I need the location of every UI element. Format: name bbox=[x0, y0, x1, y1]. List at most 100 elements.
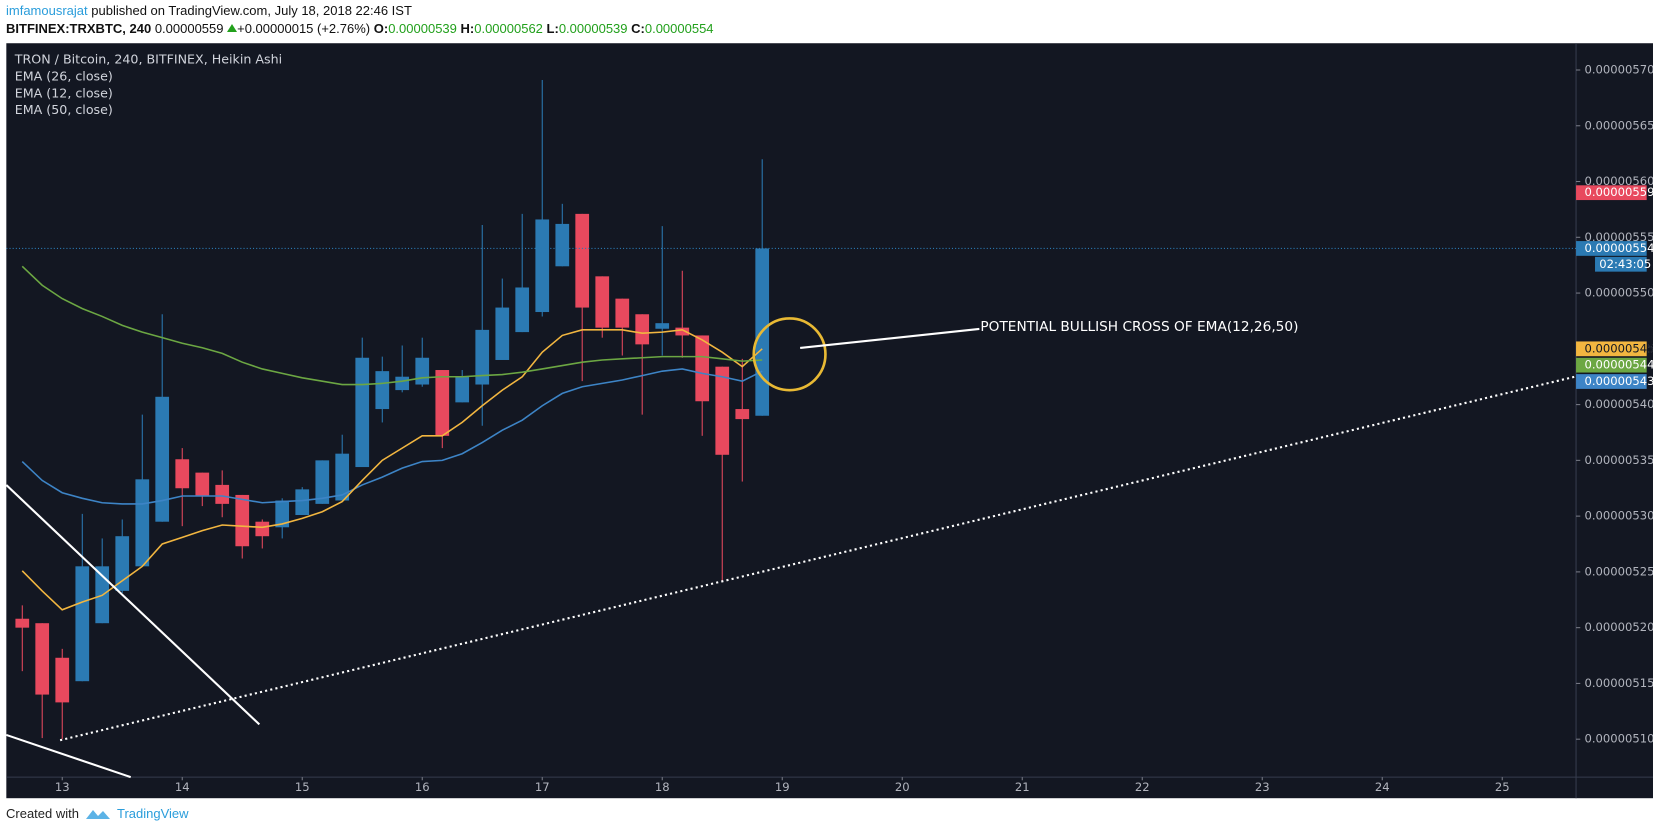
up-arrow bbox=[227, 24, 238, 32]
trend-line bbox=[5, 484, 261, 726]
candle-body bbox=[555, 223, 570, 267]
y-tick-label: 0.00000535 bbox=[1584, 453, 1653, 467]
candle-body bbox=[475, 329, 490, 385]
price-label: 0.00000545 bbox=[1584, 341, 1653, 355]
candle-body bbox=[635, 314, 650, 345]
legend-entry: EMA (12, close) bbox=[15, 85, 113, 100]
candle-body bbox=[415, 357, 430, 385]
x-tick-label: 16 bbox=[415, 780, 430, 794]
logo bbox=[85, 809, 110, 819]
candle-body bbox=[675, 327, 690, 336]
footer: Created with TradingView bbox=[6, 806, 189, 821]
last-price: 0.00000559 bbox=[154, 21, 224, 36]
x-tick-label: 15 bbox=[295, 780, 310, 794]
chart-background bbox=[6, 43, 1653, 799]
drawings: POTENTIAL BULLISH CROSS OF EMA(12,26,50) bbox=[5, 317, 1577, 779]
x-tick-label: 19 bbox=[775, 780, 790, 794]
candle-body bbox=[375, 371, 390, 410]
candle-body bbox=[495, 307, 510, 360]
price-label-bg bbox=[1576, 341, 1647, 357]
price-label-bg bbox=[1576, 185, 1647, 201]
price-label-bg bbox=[1576, 374, 1647, 389]
change: +0.00000015 (+2.76%) bbox=[237, 21, 371, 36]
x-tick-label: 21 bbox=[1015, 780, 1030, 794]
candle-body bbox=[75, 566, 90, 682]
symbol-line: BITFINEX:TRXBTC, 240 0.00000559 +0.00000… bbox=[6, 21, 714, 36]
y-tick-label: 0.00000550 bbox=[1584, 286, 1653, 300]
ohlc-label: C: bbox=[631, 21, 645, 36]
price-label: 0.00000554 bbox=[1584, 241, 1653, 255]
countdown-bg bbox=[1595, 256, 1647, 272]
x-tick-label: 17 bbox=[535, 780, 550, 794]
callout-line bbox=[800, 327, 980, 350]
created-with: Created with bbox=[6, 806, 79, 821]
candle-body bbox=[735, 409, 750, 420]
price-label: 0.00000559 bbox=[1584, 185, 1653, 199]
candle-body bbox=[695, 335, 710, 402]
candle-body bbox=[235, 494, 250, 547]
x-tick-label: 20 bbox=[895, 780, 910, 794]
candle-body bbox=[255, 521, 270, 537]
price-label: 0.00000544 bbox=[1584, 358, 1653, 372]
candle-body bbox=[195, 472, 210, 497]
candle-body bbox=[15, 618, 30, 628]
y-tick-label: 0.00000510 bbox=[1584, 732, 1653, 746]
candle-body bbox=[715, 366, 730, 455]
annotation: POTENTIAL BULLISH CROSS OF EMA(12,26,50) bbox=[980, 319, 1298, 335]
candle-body bbox=[35, 623, 50, 695]
brand: TradingView bbox=[116, 806, 189, 821]
x-tick-label: 24 bbox=[1375, 780, 1390, 794]
candle-body bbox=[135, 479, 150, 567]
candle-body bbox=[115, 536, 130, 591]
candle-body bbox=[175, 459, 190, 489]
support-line bbox=[59, 375, 1577, 742]
x-tick-label: 22 bbox=[1135, 780, 1150, 794]
candle-body bbox=[535, 219, 550, 313]
y-tick-label: 0.00000540 bbox=[1584, 397, 1653, 411]
candle-body bbox=[515, 287, 530, 333]
y-tick-label: 0.00000555 bbox=[1584, 230, 1653, 244]
y-tick-label: 0.00000520 bbox=[1584, 620, 1653, 634]
candle-body bbox=[275, 500, 290, 528]
candle-body bbox=[655, 323, 670, 329]
x-tick-label: 25 bbox=[1495, 780, 1510, 794]
y-tick-label: 0.00000565 bbox=[1584, 118, 1653, 132]
candle-body bbox=[295, 489, 310, 516]
ohlc-value: 0.00000539 bbox=[388, 21, 457, 36]
x-tick-label: 14 bbox=[175, 780, 190, 794]
candle-body bbox=[335, 453, 350, 501]
author: imfamousrajat bbox=[6, 3, 88, 18]
published: published on TradingView.com, July 18, 2… bbox=[91, 3, 412, 18]
trend-line bbox=[5, 733, 132, 779]
y-tick-label: 0.00000570 bbox=[1584, 62, 1653, 76]
highlight-circle bbox=[752, 317, 827, 392]
symbol: BITFINEX:TRXBTC, 240 bbox=[6, 21, 152, 36]
y-tick-label: 0.00000530 bbox=[1584, 509, 1653, 523]
ema-line bbox=[21, 329, 763, 611]
chart-title: TRON / Bitcoin, 240, BITFINEX, Heikin As… bbox=[14, 52, 282, 67]
candle-body bbox=[455, 376, 470, 403]
price-label-bg bbox=[1576, 241, 1647, 256]
y-tick-label: 0.00000560 bbox=[1584, 174, 1653, 188]
ema-line bbox=[21, 368, 763, 505]
publish-line: imfamousrajat published on TradingView.c… bbox=[6, 3, 412, 18]
countdown: 02:43:05 bbox=[1599, 257, 1651, 271]
candle-body bbox=[595, 276, 610, 328]
price-axis: 0.00000510 0.00000515 0.00000520 0.00000525… bbox=[55, 62, 1653, 794]
ohlc-value: 0.00000539 bbox=[558, 21, 628, 36]
candle-body bbox=[315, 460, 330, 504]
ohlc-label: O: bbox=[373, 21, 389, 36]
candle-body bbox=[615, 298, 630, 328]
legend-entry: EMA (50, close) bbox=[15, 102, 113, 117]
ohlc-value: 0.00000554 bbox=[644, 21, 714, 36]
candle-body bbox=[355, 357, 370, 468]
x-tick-label: 18 bbox=[655, 780, 670, 794]
candle-body bbox=[395, 376, 410, 391]
candle-body bbox=[435, 370, 450, 436]
legend-entry: EMA (26, close) bbox=[15, 68, 113, 83]
candle-body bbox=[575, 213, 590, 308]
price-label: 0.00000543 bbox=[1584, 374, 1653, 388]
y-tick-label: 0.00000525 bbox=[1584, 564, 1653, 578]
